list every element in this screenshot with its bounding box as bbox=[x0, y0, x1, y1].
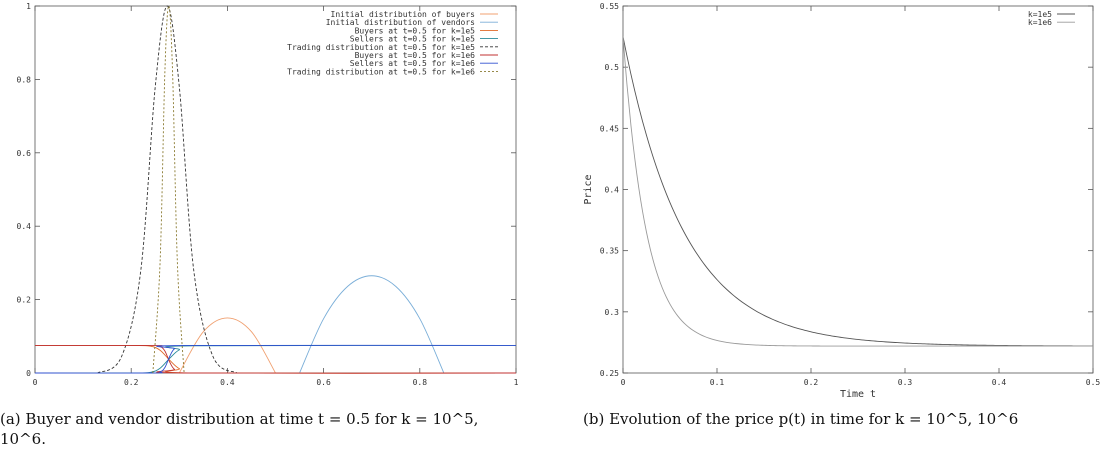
b-ytick-label: 0.25 bbox=[600, 369, 619, 378]
b-ytick-label: 0.45 bbox=[600, 124, 619, 133]
b-xtick-label: 0.3 bbox=[898, 378, 913, 387]
a-ytick-label: 0.6 bbox=[17, 149, 32, 158]
a-series-line-6 bbox=[35, 344, 516, 374]
a-series-line-3 bbox=[35, 344, 516, 374]
a-ytick-label: 0.2 bbox=[17, 296, 32, 305]
a-legend-label: Trading distribution at t=0.5 for k=1e6 bbox=[287, 67, 475, 76]
b-x-axis-label: Time t bbox=[840, 389, 876, 400]
b-series-line-2 bbox=[623, 36, 1093, 347]
a-xtick-label: 0.6 bbox=[316, 378, 331, 387]
a-legend-label: Initial distribution of vendors bbox=[326, 18, 475, 27]
b-xtick-label: 0.1 bbox=[710, 378, 725, 387]
b-ytick-label: 0.5 bbox=[605, 63, 620, 72]
b-xtick-label: 0.5 bbox=[1086, 378, 1101, 387]
a-series-line-8 bbox=[152, 5, 185, 374]
a-xtick-label: 0.8 bbox=[413, 378, 428, 387]
b-xtick-label: 0.2 bbox=[804, 378, 819, 387]
b-xtick-label: 0.4 bbox=[992, 378, 1007, 387]
b-y-axis-label: Price bbox=[583, 174, 594, 204]
a-series-line-7 bbox=[35, 344, 516, 374]
a-series-line-2 bbox=[299, 275, 445, 374]
a-series-line-1 bbox=[178, 317, 276, 374]
b-ytick-label: 0.4 bbox=[605, 186, 620, 195]
b-ytick-label: 0.35 bbox=[600, 247, 619, 256]
a-ytick-label: 0.4 bbox=[17, 222, 32, 231]
a-xtick-label: 0 bbox=[33, 378, 38, 387]
a-legend-label: Initial distribution of buyers bbox=[331, 10, 476, 19]
b-series-line-1 bbox=[623, 36, 1093, 347]
a-legend-label: Sellers at t=0.5 for k=1e5 bbox=[350, 35, 475, 44]
a-legend-label: Buyers at t=0.5 for k=1e6 bbox=[355, 51, 476, 60]
b-xtick-label: 0 bbox=[621, 378, 626, 387]
b-plot-frame bbox=[622, 5, 1094, 374]
a-chart: 0 0.2 0.4 0.6 0.8 1 0 0.2 0.4 0.6 0.8 1 Initial dist… bbox=[17, 2, 519, 387]
b-ytick-label: 0.3 bbox=[605, 308, 620, 317]
a-ytick-label: 0.8 bbox=[17, 75, 32, 84]
caption-b: (b) Evolution of the price p(t) in time … bbox=[583, 410, 1019, 428]
a-ytick-label: 1 bbox=[26, 2, 31, 11]
a-legend-label: Trading distribution at t=0.5 for k=1e5 bbox=[287, 43, 475, 52]
a-xtick-label: 0.4 bbox=[220, 378, 235, 387]
a-legend-label: Buyers at t=0.5 for k=1e5 bbox=[355, 26, 476, 35]
a-xtick-label: 0.2 bbox=[124, 378, 139, 387]
b-legend-label: k=1e6 bbox=[1028, 18, 1052, 27]
a-xtick-label: 1 bbox=[514, 378, 519, 387]
b-legend-label: k=1e5 bbox=[1028, 10, 1052, 19]
a-series-line-4 bbox=[35, 344, 516, 374]
b-chart: 0 0.1 0.2 0.3 0.4 0.5 0.25 0.3 0.35 0.4 0.45 0.5 0.5… bbox=[583, 2, 1100, 400]
a-series-line-5 bbox=[97, 5, 238, 374]
a-ytick-label: 0 bbox=[26, 369, 31, 378]
b-ytick-label: 0.55 bbox=[600, 2, 619, 11]
caption-a: (a) Buyer and vendor distribution at tim… bbox=[0, 410, 479, 448]
a-legend-label: Sellers at t=0.5 for k=1e6 bbox=[350, 59, 475, 68]
